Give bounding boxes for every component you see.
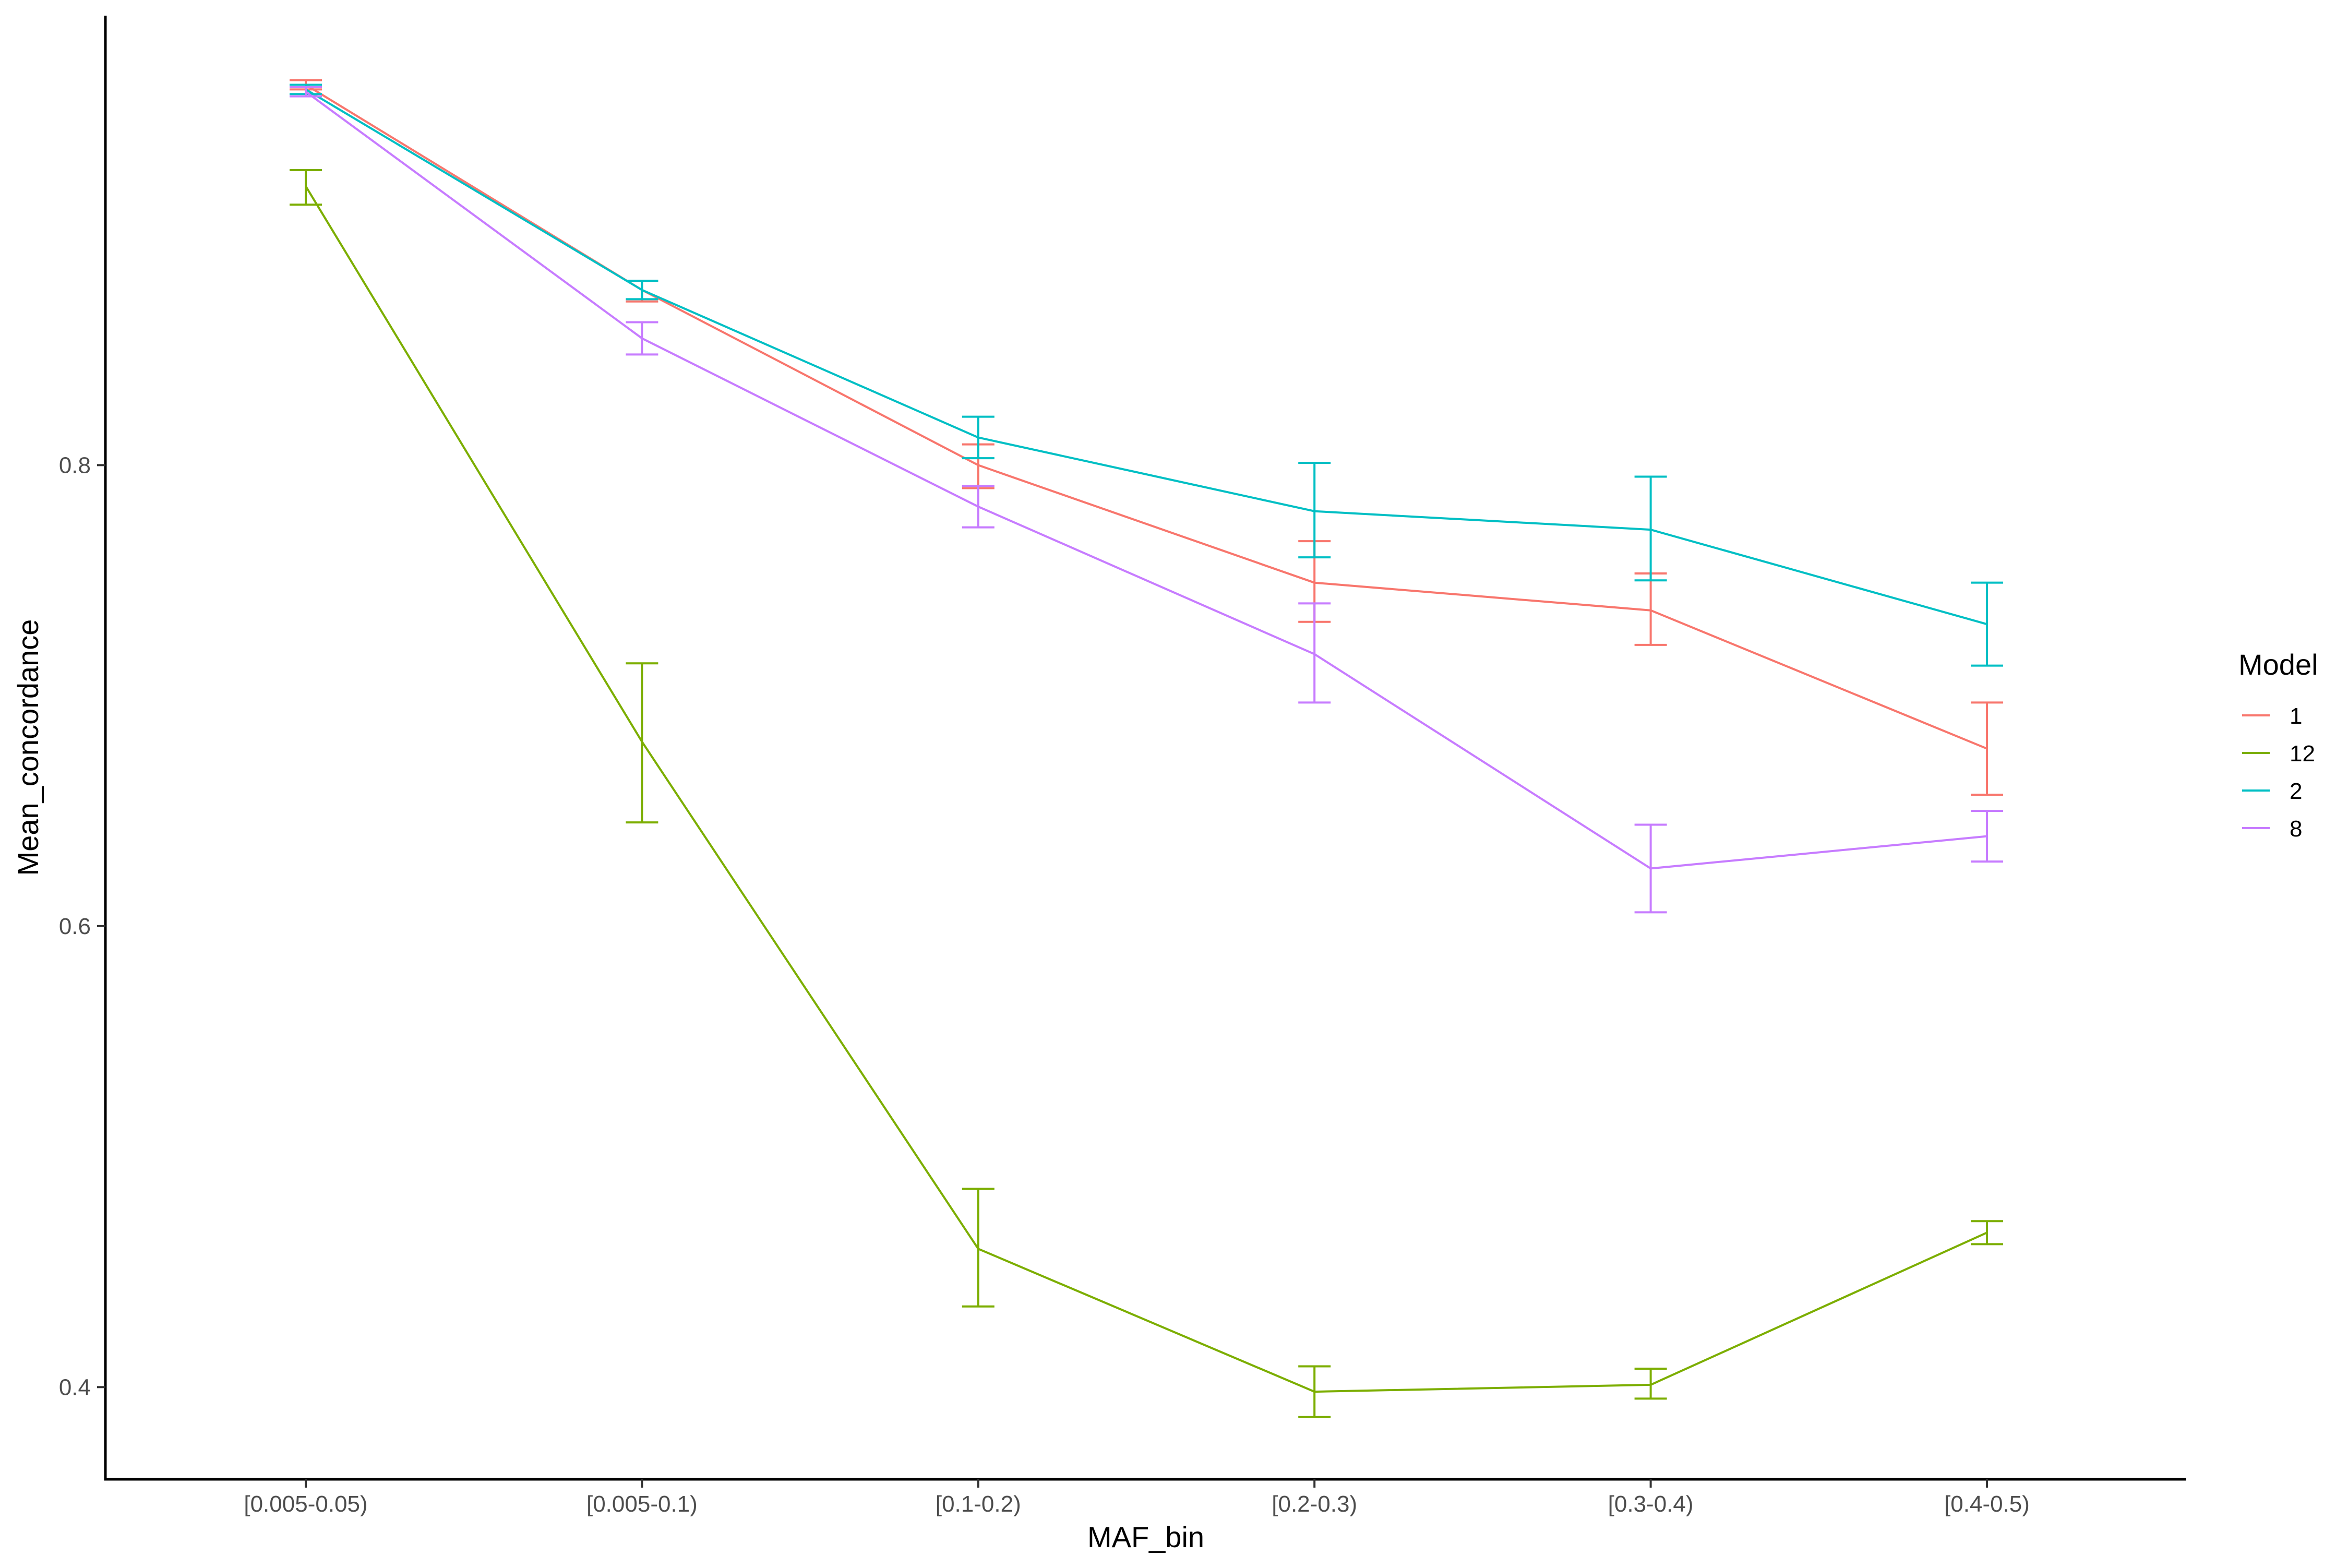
legend-item-8: 8 (2242, 816, 2302, 842)
x-tick-label: [0.005-0.05) (244, 1491, 367, 1517)
series-1 (290, 79, 2003, 796)
legend-item-1: 1 (2242, 703, 2302, 729)
x-tick-label: [0.4-0.5) (1944, 1491, 2030, 1517)
error-bar (290, 86, 322, 98)
y-tick-label: 0.6 (59, 914, 91, 939)
legend-label: 1 (2290, 703, 2302, 729)
series-2 (290, 83, 2003, 667)
legend: Model 1 12 2 8 (2238, 648, 2318, 842)
legend-label: 2 (2290, 779, 2302, 804)
legend-item-2: 2 (2242, 779, 2302, 804)
error-bar (1298, 602, 1331, 704)
y-tick-label: 0.8 (59, 452, 91, 478)
y-axis-title: Mean_concordance (11, 619, 44, 876)
legend-item-12: 12 (2242, 741, 2315, 767)
error-bar (1298, 461, 1331, 559)
x-tick-label: [0.2-0.3) (1272, 1491, 1357, 1517)
error-bar (1634, 1367, 1667, 1400)
series-12 (290, 169, 2003, 1418)
error-bar (1634, 475, 1667, 582)
legend-label: 12 (2290, 741, 2315, 767)
x-axis-ticks: [0.005-0.05) [0.005-0.1) [0.1-0.2) [0.2-0.3… (244, 1479, 2030, 1517)
axes-layer (104, 16, 2186, 1481)
y-axis-ticks: 0.4 0.6 0.8 (59, 452, 105, 1400)
x-tick-label: [0.005-0.1) (586, 1491, 698, 1517)
x-axis-title: MAF_bin (1087, 1521, 1204, 1553)
series-line (305, 88, 1987, 626)
error-bar (1971, 809, 2003, 863)
series-layer (290, 79, 2003, 1418)
legend-title: Model (2238, 648, 2318, 681)
legend-label: 8 (2290, 816, 2302, 842)
y-tick-label: 0.4 (59, 1374, 91, 1400)
series-8 (290, 86, 2003, 914)
series-line (305, 91, 1987, 870)
series-line (305, 185, 1987, 1393)
x-tick-label: [0.3-0.4) (1608, 1491, 1694, 1517)
error-bar (1971, 701, 2003, 796)
series-line (305, 83, 1987, 750)
x-tick-label: [0.1-0.2) (936, 1491, 1021, 1517)
